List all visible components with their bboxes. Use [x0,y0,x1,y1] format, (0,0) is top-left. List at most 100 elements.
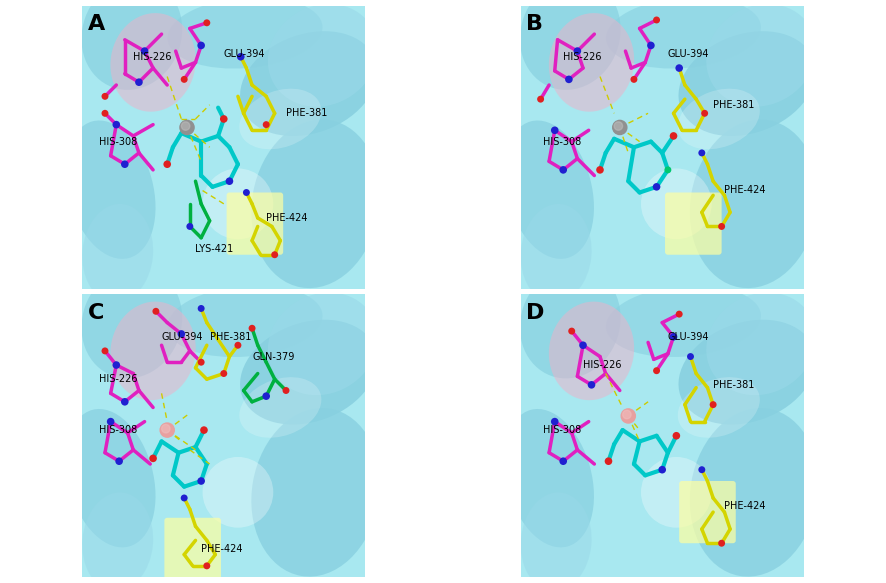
Text: PHE-424: PHE-424 [725,185,766,195]
Point [548,125,562,135]
Ellipse shape [641,457,711,528]
Point [649,366,664,375]
Point [137,47,152,56]
Text: D: D [526,303,545,323]
Ellipse shape [66,409,156,547]
FancyBboxPatch shape [227,192,284,255]
Text: GLU-394: GLU-394 [161,332,203,342]
Circle shape [161,424,170,433]
Ellipse shape [240,319,377,424]
Point [576,340,590,350]
Ellipse shape [548,13,634,112]
Ellipse shape [82,493,153,583]
Point [706,400,720,409]
Point [714,222,728,231]
Point [234,52,248,61]
Text: PHE-381: PHE-381 [713,100,755,110]
Point [585,380,599,389]
Point [666,332,680,342]
Ellipse shape [706,293,816,395]
Point [602,456,616,466]
Ellipse shape [521,204,592,303]
Point [564,326,579,336]
Point [197,426,211,435]
Point [118,160,132,169]
Ellipse shape [82,267,183,378]
Point [644,41,658,50]
Ellipse shape [606,0,761,69]
Circle shape [614,122,623,130]
Point [104,417,118,426]
Point [112,456,126,466]
Point [666,131,680,141]
Ellipse shape [111,13,196,112]
Text: PHE-381: PHE-381 [286,108,328,118]
Point [97,92,112,101]
Ellipse shape [504,409,594,547]
Text: HIS-308: HIS-308 [99,136,137,146]
Point [697,108,711,118]
Text: B: B [526,15,543,34]
Text: HIS-308: HIS-308 [543,425,582,435]
Ellipse shape [504,121,594,259]
Point [714,539,728,548]
Point [194,41,208,50]
Point [683,352,697,361]
Ellipse shape [690,408,819,577]
Ellipse shape [239,89,322,149]
Ellipse shape [239,377,322,438]
Point [649,182,664,191]
FancyBboxPatch shape [680,481,735,543]
Circle shape [621,409,635,423]
Ellipse shape [268,293,377,395]
Text: HIS-226: HIS-226 [133,52,172,62]
Point [548,417,562,426]
Ellipse shape [690,120,819,288]
Point [259,120,273,129]
Ellipse shape [679,319,816,424]
Point [222,177,237,186]
Point [245,324,259,333]
Ellipse shape [606,285,761,357]
Ellipse shape [240,31,377,136]
Circle shape [182,122,190,130]
Ellipse shape [520,0,621,90]
Point [649,15,664,24]
Circle shape [160,423,175,437]
Point [655,465,669,475]
Ellipse shape [66,121,156,259]
Ellipse shape [167,0,323,69]
Point [118,397,132,406]
Point [672,64,687,73]
Point [132,78,146,87]
Point [627,75,641,84]
Ellipse shape [111,301,196,400]
Text: PHE-381: PHE-381 [713,380,755,390]
Point [533,94,548,104]
Text: PHE-381: PHE-381 [210,332,251,342]
Circle shape [180,120,194,135]
Text: HIS-226: HIS-226 [583,360,621,370]
Circle shape [613,120,627,135]
Point [97,346,112,356]
Point [279,386,293,395]
Point [160,160,175,169]
Ellipse shape [548,301,634,400]
Text: HIS-308: HIS-308 [99,425,137,435]
Ellipse shape [252,120,380,288]
Point [194,304,208,313]
Ellipse shape [641,168,711,239]
Text: C: C [88,303,105,323]
Point [231,340,245,350]
Point [217,369,231,378]
FancyBboxPatch shape [665,192,721,255]
Point [695,148,709,157]
Point [556,456,571,466]
Point [146,454,160,463]
Point [183,222,197,231]
Point [194,476,208,486]
Ellipse shape [82,204,153,303]
Point [97,108,112,118]
Point [199,18,214,27]
Ellipse shape [268,4,377,107]
